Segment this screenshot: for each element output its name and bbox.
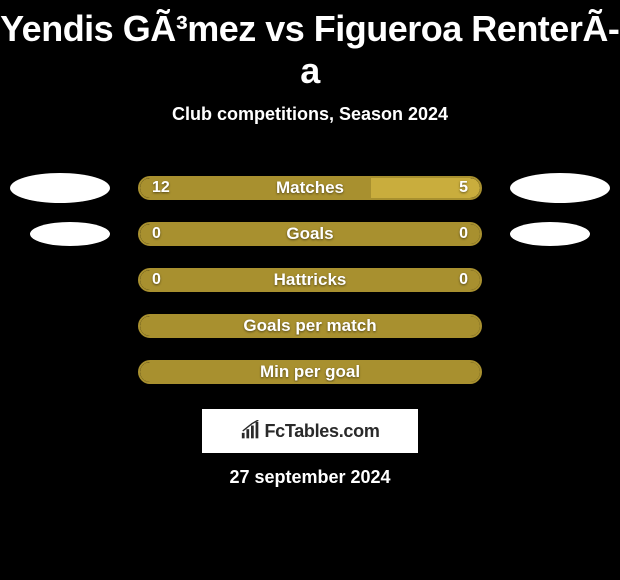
player-right-marker [510, 222, 590, 246]
spacer [510, 357, 610, 387]
stat-row: Hattricks 0 0 [0, 257, 620, 303]
spacer [10, 357, 110, 387]
footer-brand-logo: FcTables.com [240, 420, 379, 442]
stat-label: Goals per match [243, 316, 376, 336]
player-left-marker [10, 173, 110, 203]
spacer [510, 311, 610, 341]
stats-container: Matches 12 5 Goals 0 0 Hattricks 0 0 Goals per ma… [0, 165, 620, 395]
stat-label: Goals [286, 224, 333, 244]
spacer [510, 265, 610, 295]
stat-value-left: 0 [152, 225, 161, 243]
stat-bar: Goals 0 0 [138, 222, 482, 246]
stat-bar: Hattricks 0 0 [138, 268, 482, 292]
player-right-marker [510, 173, 610, 203]
stat-label: Matches [276, 178, 344, 198]
stat-row: Matches 12 5 [0, 165, 620, 211]
stat-label: Min per goal [260, 362, 360, 382]
stat-value-right: 5 [459, 179, 468, 197]
stat-bar: Goals per match [138, 314, 482, 338]
stat-row: Min per goal [0, 349, 620, 395]
stat-value-left: 0 [152, 271, 161, 289]
page-subtitle: Club competitions, Season 2024 [0, 104, 620, 125]
stat-row: Goals per match [0, 303, 620, 349]
stat-value-left: 12 [152, 179, 170, 197]
page-title: Yendis GÃ³mez vs Figueroa RenterÃ­a [0, 0, 620, 92]
stat-bar: Matches 12 5 [138, 176, 482, 200]
footer-brand-box[interactable]: FcTables.com [202, 409, 418, 453]
footer-brand-text: FcTables.com [264, 421, 379, 442]
player-left-marker [30, 222, 110, 246]
stat-value-right: 0 [459, 225, 468, 243]
spacer [10, 311, 110, 341]
stat-value-right: 0 [459, 271, 468, 289]
stat-row: Goals 0 0 [0, 211, 620, 257]
date-text: 27 september 2024 [0, 467, 620, 488]
stat-bar: Min per goal [138, 360, 482, 384]
spacer [10, 265, 110, 295]
chart-icon [240, 420, 262, 442]
stat-label: Hattricks [274, 270, 347, 290]
